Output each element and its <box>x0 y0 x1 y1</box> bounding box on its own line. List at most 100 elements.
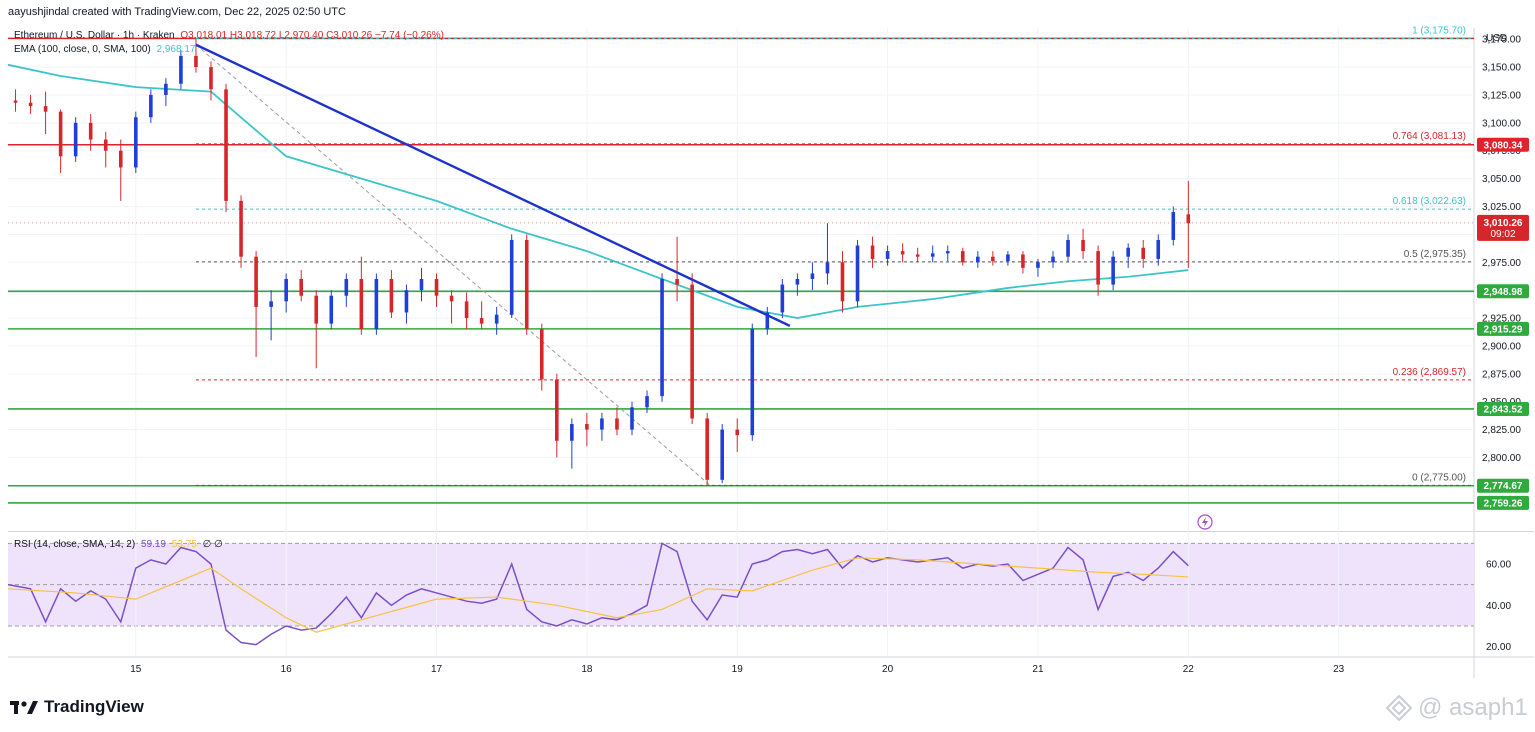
bear-candle <box>705 418 709 480</box>
bull-candle <box>284 279 288 302</box>
ema-legend[interactable]: EMA (100, close, 0, SMA, 100) 2,968.17 <box>14 44 195 55</box>
price-pane <box>8 28 1474 530</box>
level-axis-badge <box>1477 478 1529 493</box>
bear-candle <box>915 254 920 257</box>
y-tick-label: 3,050.00 <box>1482 174 1521 185</box>
level-axis-label: 2,948.98 <box>1484 287 1523 298</box>
watermark-text: @ asaph1 <box>1418 694 1528 721</box>
bear-candle <box>1141 247 1146 259</box>
bull-candle <box>976 256 980 263</box>
rsi-legend[interactable]: RSI (14, close, SMA, 14, 2) 59.19 53.75 … <box>14 539 223 550</box>
bear-candle <box>1021 254 1025 268</box>
bull-candle <box>419 279 424 291</box>
level-axis-badge <box>1477 137 1529 152</box>
bear-candle <box>539 329 544 380</box>
bear-candle <box>103 139 108 151</box>
bear-candle <box>88 122 93 140</box>
y-tick-label: 3,025.00 <box>1482 202 1521 213</box>
bear-candle <box>675 279 679 285</box>
rsi-line <box>7 542 1189 646</box>
bear-candle <box>585 424 589 430</box>
symbol-title: Ethereum / U.S. Dollar · 1h · Kraken <box>14 30 175 41</box>
bull-candle <box>73 122 78 157</box>
fib-level-label: 0.5 (2,975.35) <box>1404 249 1466 260</box>
bull-candle <box>1111 256 1115 285</box>
bear-candle <box>239 200 243 257</box>
bar-countdown: 09:02 <box>1490 229 1515 240</box>
bull-candle <box>750 329 755 436</box>
bull-candle <box>1051 256 1055 263</box>
bull-candle <box>1156 239 1161 259</box>
bear-candle <box>118 150 123 168</box>
y-tick-label: 2,825.00 <box>1482 425 1521 436</box>
bear-candle <box>1186 214 1191 224</box>
bull-candle <box>179 55 183 84</box>
watermark: @ asaph1 <box>1386 694 1528 722</box>
level-axis-badge <box>1477 401 1529 416</box>
bull-candle <box>1006 254 1010 262</box>
bull-candle <box>509 239 514 315</box>
bear-candle <box>28 102 33 107</box>
rsi-tick-label: 40.00 <box>1486 601 1511 612</box>
bull-candle <box>780 284 785 313</box>
bull-candle <box>945 251 950 254</box>
bull-candle <box>795 279 800 285</box>
bull-candle <box>344 279 349 296</box>
x-tick-label: 20 <box>882 664 894 675</box>
bear-candle <box>735 429 740 436</box>
bear-candle <box>224 89 228 201</box>
bear-candle <box>1096 251 1100 285</box>
bull-candle <box>1066 239 1070 257</box>
bear-candle <box>840 262 845 302</box>
bear-candle <box>299 279 303 296</box>
bear-candle <box>524 239 529 330</box>
bull-candle <box>930 253 935 257</box>
bull-candle <box>269 301 273 307</box>
bull-candle <box>374 279 379 330</box>
x-tick-label: 18 <box>581 664 593 675</box>
tradingview-logo[interactable]: TradingView <box>10 697 144 717</box>
chart-byline: aayushjindal created with TradingView.co… <box>8 6 346 18</box>
level-axis-label: 2,759.26 <box>1484 498 1523 509</box>
bear-candle <box>960 251 965 263</box>
bull-candle <box>720 429 725 480</box>
bull-candle <box>149 94 153 118</box>
bull-candle <box>134 117 138 168</box>
rsi-tick-label: 60.00 <box>1486 560 1511 571</box>
level-axis-badge <box>1477 284 1529 299</box>
level-axis-label: 2,843.52 <box>1484 404 1523 415</box>
level-axis-label: 2,774.67 <box>1484 481 1523 492</box>
bear-candle <box>615 418 619 430</box>
bear-candle <box>870 245 875 259</box>
tradingview-logo-icon <box>10 701 38 714</box>
x-tick-label: 15 <box>130 664 142 675</box>
rsi-extra: ∅ ∅ <box>202 539 223 550</box>
y-tick-label: 3,150.00 <box>1482 63 1521 74</box>
y-tick-label: 3,100.00 <box>1482 118 1521 129</box>
y-tick-label: 3,125.00 <box>1482 90 1521 101</box>
bear-candle <box>389 279 394 313</box>
fib-diagonal-line <box>195 44 711 486</box>
bull-candle <box>885 251 890 259</box>
y-tick-label: 3,175.00 <box>1482 35 1521 46</box>
bear-candle <box>464 301 469 319</box>
bear-candle <box>900 251 905 255</box>
y-tick-label: 2,800.00 <box>1482 453 1521 464</box>
bear-candle <box>13 100 18 103</box>
bull-candle <box>660 279 664 397</box>
ema-line <box>7 63 1189 319</box>
bull-candle <box>630 407 634 430</box>
bear-candle <box>449 295 454 302</box>
bull-candle <box>825 262 830 274</box>
x-tick-label: 21 <box>1032 664 1044 675</box>
fib-level-label: 1 (3,175.70) <box>1412 25 1466 36</box>
level-axis-badge <box>1477 495 1529 510</box>
bull-candle <box>164 83 168 95</box>
bear-candle <box>194 55 198 68</box>
level-axis-label: 3,080.34 <box>1484 140 1523 151</box>
bear-candle <box>555 379 559 441</box>
fib-level-label: 0.618 (3,022.63) <box>1393 196 1466 207</box>
bear-candle <box>43 106 48 112</box>
bull-candle <box>600 418 604 430</box>
